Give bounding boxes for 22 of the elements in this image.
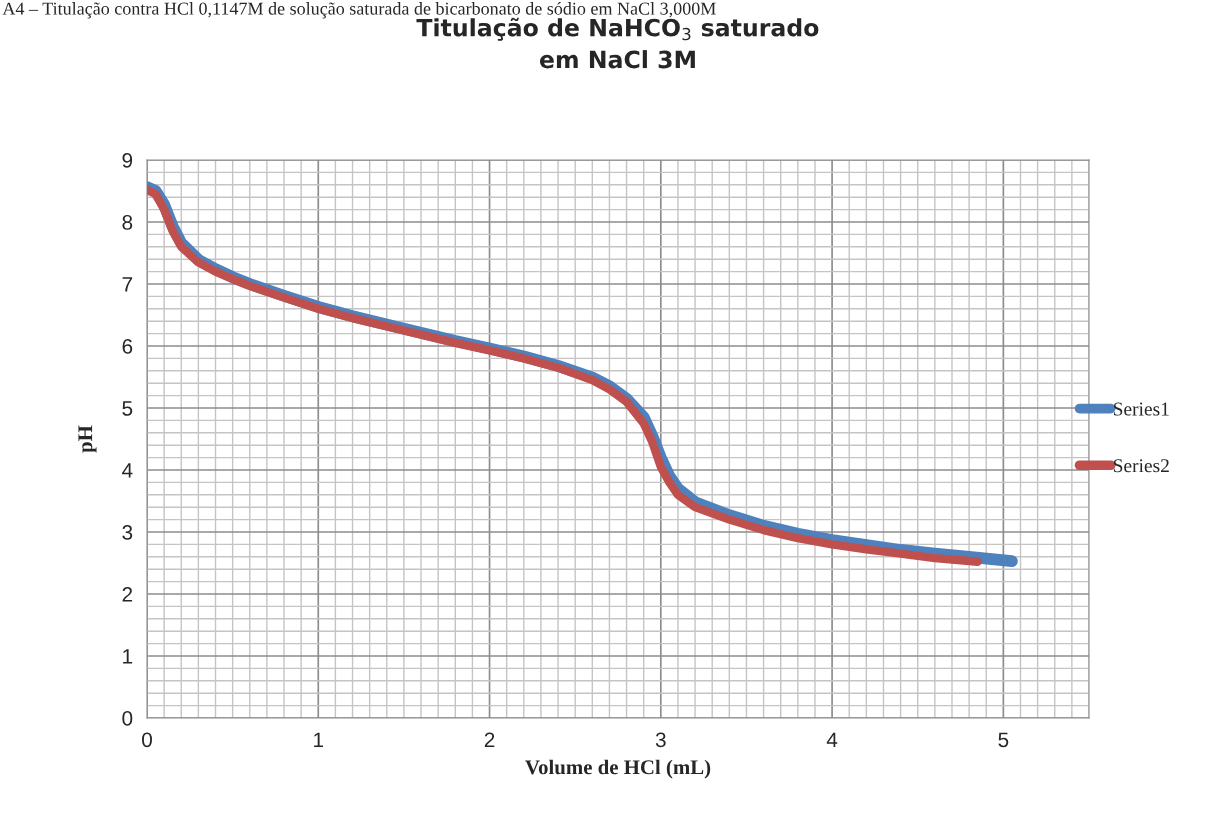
y-axis-title: pH: [78, 425, 97, 453]
y-tick-label: 3: [122, 525, 133, 540]
x-tick-label: 3: [655, 732, 666, 748]
legend-label: Series2: [1113, 459, 1169, 473]
y-tick-label: 0: [122, 711, 133, 726]
chart-title: Titulação de NaHCO$_{3}$ saturado em NaCl 3M: [416, 17, 819, 69]
y-tick-label: 1: [123, 649, 133, 664]
y-tick-label: 6: [122, 339, 133, 354]
y-tick-label: 4: [122, 463, 133, 478]
legend-label: Series1: [1113, 402, 1169, 416]
y-tick-label: 8: [122, 215, 133, 230]
x-tick-label: 1: [314, 732, 324, 747]
x-tick-label: 0: [142, 732, 152, 748]
y-tick-label: 2: [122, 587, 133, 602]
x-axis-title: Volume de HCl (mL): [525, 759, 711, 779]
x-tick-label: 2: [484, 732, 495, 747]
x-tick-label: 4: [826, 732, 838, 747]
y-tick-label: 7: [122, 277, 133, 292]
y-tick-label: 9: [122, 153, 133, 168]
text: A4 – Titulação contra HCl 0,1147M de solução saturada de bicarbonato de sódio em NaCl 3,000M: [2, 2, 716, 19]
x-tick-label: 5: [998, 732, 1009, 748]
y-tick-label: 5: [122, 401, 133, 416]
